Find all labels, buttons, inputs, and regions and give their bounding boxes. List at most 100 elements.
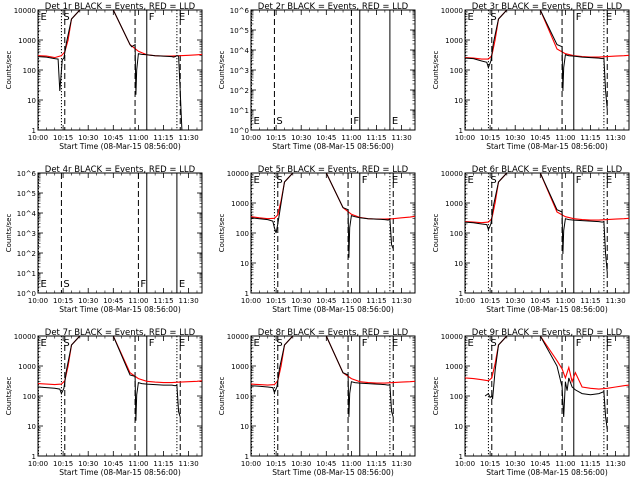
x-tick-label: 10:00 [455, 297, 475, 305]
marker-label: E [41, 12, 47, 23]
y-tick-label: 1 [32, 127, 36, 135]
y-tick-label: 1 [245, 290, 249, 298]
chart-title: Det 7r BLACK = Events, RED = LLD [45, 328, 196, 338]
y-tick-label: 10^1 [230, 107, 249, 115]
y-axis-title: Counts/sec [5, 51, 13, 90]
x-tick-label: 10:30 [78, 134, 98, 142]
x-tick-label: 10:45 [530, 134, 550, 142]
y-tick-label: 10^4 [17, 210, 37, 218]
marker-label: S [276, 338, 282, 349]
y-tick-label: 10^2 [230, 87, 249, 95]
x-tick-label: 10:00 [241, 134, 261, 142]
y-tick-label: 1 [459, 453, 463, 461]
y-tick-label: 10^6 [17, 170, 37, 178]
events-series-line [465, 173, 608, 273]
x-tick-label: 10:00 [28, 460, 48, 468]
x-tick-label: 10:45 [103, 134, 123, 142]
x-tick-label: 11:00 [341, 297, 361, 305]
y-tick-label: 1 [459, 290, 463, 298]
y-tick-label: 1000 [18, 363, 36, 371]
marker-label: E [392, 338, 398, 349]
events-series-line [251, 173, 394, 258]
x-tick-label: 11:30 [606, 460, 626, 468]
x-axis-title: Start Time (08-Mar-15 08:56:00) [486, 142, 608, 151]
marker-label: F [576, 175, 582, 186]
chart-title: Det 3r BLACK = Events, RED = LLD [472, 2, 623, 12]
chart-det-7r: Det 7r BLACK = Events, RED = LLD 1 10 100 10… [5, 328, 203, 477]
y-tick-label: 100 [23, 393, 36, 401]
plot-frame [37, 172, 203, 294]
marker-label: S [276, 175, 282, 186]
y-tick-label: 1000 [445, 363, 463, 371]
y-tick-label: 100 [236, 230, 249, 238]
x-tick-label: 11:15 [153, 460, 173, 468]
marker-label: E [254, 116, 260, 127]
y-tick-label: 1000 [18, 37, 36, 45]
y-tick-label: 1 [245, 453, 249, 461]
x-tick-label: 11:00 [555, 134, 575, 142]
y-tick-label: 100 [450, 67, 463, 75]
marker-label: E [41, 279, 47, 290]
y-tick-label: 100 [450, 393, 463, 401]
x-tick-label: 11:00 [555, 297, 575, 305]
x-tick-label: 10:45 [530, 297, 550, 305]
x-tick-label: 11:30 [179, 297, 199, 305]
y-tick-label: 10 [27, 97, 36, 105]
y-tick-label: 1000 [445, 200, 463, 208]
chart-title: Det 4r BLACK = Events, RED = LLD [45, 165, 196, 175]
marker-label: F [149, 338, 155, 349]
x-tick-label: 10:15 [266, 297, 286, 305]
x-tick-label: 10:45 [316, 460, 336, 468]
chart-det-8r: Det 8r BLACK = Events, RED = LLD 1 10 100 10… [218, 328, 416, 477]
marker-label: F [576, 12, 582, 23]
x-tick-label: 10:45 [530, 460, 550, 468]
y-tick-label: 100 [23, 67, 36, 75]
y-tick-label: 10000 [441, 333, 463, 341]
chart-det-1r: Det 1r BLACK = Events, RED = LLD 1 10 100 10… [5, 2, 203, 151]
marker-label: E [606, 175, 612, 186]
chart-det-3r: Det 3r BLACK = Events, RED = LLD 1 10 100 10… [432, 2, 630, 151]
x-tick-label: 11:30 [392, 460, 412, 468]
x-tick-label: 11:15 [580, 297, 600, 305]
x-tick-label: 10:45 [103, 460, 123, 468]
x-tick-label: 11:30 [392, 134, 412, 142]
marker-label: S [490, 175, 496, 186]
y-tick-label: 1 [459, 127, 463, 135]
y-tick-label: 1000 [231, 200, 249, 208]
marker-label: E [179, 338, 185, 349]
x-axis-title: Start Time (08-Mar-15 08:56:00) [272, 305, 394, 314]
x-tick-label: 10:15 [53, 460, 73, 468]
x-tick-label: 11:15 [366, 297, 386, 305]
x-tick-label: 11:30 [606, 297, 626, 305]
y-tick-label: 10^3 [17, 230, 36, 238]
y-axis-title: Counts/sec [218, 51, 226, 90]
chart-title: Det 5r BLACK = Events, RED = LLD [258, 165, 409, 175]
marker-label: E [392, 175, 398, 186]
marker-label: S [63, 279, 69, 290]
y-tick-label: 1000 [445, 37, 463, 45]
chart-title: Det 6r BLACK = Events, RED = LLD [472, 165, 623, 175]
x-tick-label: 11:00 [555, 460, 575, 468]
x-axis-title: Start Time (08-Mar-15 08:56:00) [59, 305, 181, 314]
y-axis-title: Counts/sec [432, 51, 440, 90]
x-tick-label: 11:15 [366, 134, 386, 142]
chart-title: Det 9r BLACK = Events, RED = LLD [472, 328, 623, 338]
x-axis-title: Start Time (08-Mar-15 08:56:00) [486, 468, 608, 477]
y-tick-label: 10000 [441, 170, 463, 178]
x-tick-label: 10:30 [505, 460, 525, 468]
marker-label: S [490, 12, 496, 23]
chart-title: Det 2r BLACK = Events, RED = LLD [258, 2, 409, 12]
x-tick-label: 10:00 [241, 460, 261, 468]
y-tick-label: 10^1 [17, 270, 36, 278]
x-axis-title: Start Time (08-Mar-15 08:56:00) [486, 305, 608, 314]
y-axis-title: Counts/sec [218, 214, 226, 253]
marker-label: E [468, 12, 474, 23]
x-tick-label: 10:15 [480, 297, 500, 305]
marker-label: E [41, 338, 47, 349]
x-axis-title: Start Time (08-Mar-15 08:56:00) [272, 468, 394, 477]
x-tick-label: 11:30 [179, 134, 199, 142]
x-axis-title: Start Time (08-Mar-15 08:56:00) [272, 142, 394, 151]
marker-label: S [63, 12, 69, 23]
marker-label: E [606, 12, 612, 23]
y-tick-label: 10000 [441, 7, 463, 15]
